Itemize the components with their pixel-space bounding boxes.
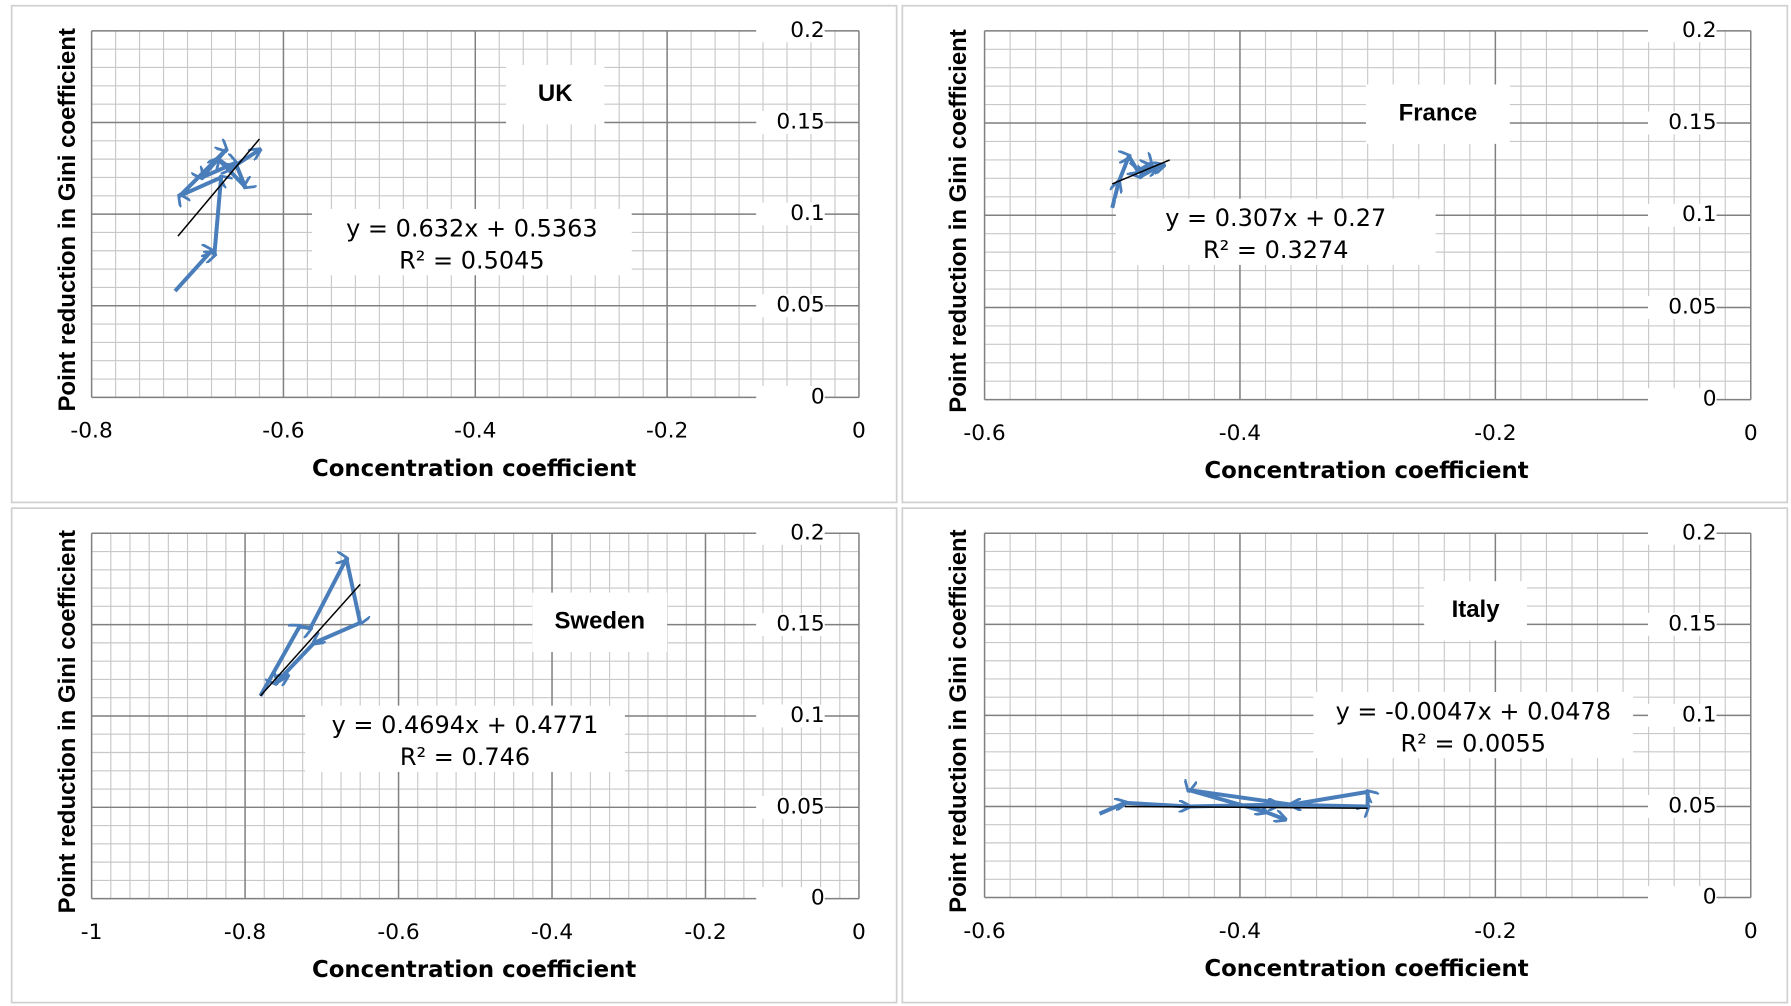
y-tick-label: 0.05	[1668, 294, 1716, 319]
x-tick-label: -0.4	[1219, 919, 1261, 944]
x-tick-label: -1	[81, 920, 103, 945]
r-squared: R² = 0.3274	[1203, 236, 1348, 264]
tick-label-bg	[756, 385, 825, 409]
y-tick-label: 0.1	[790, 201, 825, 226]
y-tick-label: 0.1	[790, 703, 825, 728]
tick-label-bg	[756, 613, 825, 637]
tick-label-bg	[756, 294, 825, 318]
y-tick-label: 0	[811, 886, 825, 911]
x-axis-label: Concentration coefficient	[312, 957, 636, 983]
trend-equation: y = -0.0047x + 0.0478	[1336, 698, 1611, 726]
tick-label-bg	[1648, 795, 1717, 818]
x-tick-label: -0.4	[454, 419, 496, 444]
x-tick-label: -0.4	[1219, 421, 1261, 446]
trendline	[259, 583, 361, 697]
tick-label-bg	[756, 19, 825, 43]
x-tick-label: -0.6	[262, 419, 304, 444]
x-tick-label: -0.2	[1474, 919, 1516, 944]
r-squared: R² = 0.5045	[399, 246, 544, 274]
equation-bg	[1115, 198, 1436, 265]
trendline	[1111, 159, 1171, 185]
x-axis-label: Concentration coefficient	[312, 456, 636, 482]
x-tick-label: -0.4	[531, 920, 573, 945]
tick-label-bg	[756, 795, 825, 819]
tick-label-bg	[756, 704, 825, 728]
equation-bg	[1313, 691, 1634, 759]
x-tick-label: -0.2	[646, 419, 688, 444]
trend-equation: y = 0.307x + 0.27	[1165, 204, 1386, 232]
tick-label-bg	[1648, 111, 1717, 135]
y-axis-label: Point reduction in Gini coefficient	[54, 28, 81, 412]
x-tick-label: -0.2	[684, 920, 726, 945]
x-tick-label: -0.2	[1474, 421, 1516, 446]
x-tick-label: -0.6	[963, 919, 1005, 944]
r-squared: R² = 0.0055	[1401, 730, 1546, 758]
y-axis-label: Point reduction in Gini coefficient	[945, 529, 972, 913]
chart-title: Sweden	[554, 608, 645, 635]
trendline	[177, 138, 261, 237]
y-tick-label: 0	[811, 384, 825, 409]
r-squared: R² = 0.746	[400, 743, 530, 771]
tick-label-bg	[1648, 388, 1717, 412]
data-line	[1112, 156, 1163, 209]
title-bg	[532, 592, 668, 653]
title-bg	[1424, 581, 1527, 641]
tick-label-bg	[756, 202, 825, 226]
y-tick-label: 0	[1703, 885, 1717, 910]
title-bg	[1365, 84, 1510, 144]
x-tick-label: 0	[1744, 421, 1758, 446]
x-tick-label: 0	[852, 419, 866, 444]
x-tick-label: -0.6	[377, 920, 419, 945]
x-tick-label: -0.8	[70, 419, 112, 444]
title-bg	[506, 65, 605, 125]
y-tick-label: 0.2	[1682, 520, 1717, 545]
data-line	[173, 150, 259, 293]
x-tick-label: -0.8	[224, 920, 266, 945]
y-tick-label: 0.2	[1682, 18, 1717, 43]
tick-label-bg	[1648, 296, 1717, 319]
tick-label-bg	[756, 521, 825, 545]
x-axis-label: Concentration coefficient	[1204, 458, 1528, 484]
y-tick-label: 0.1	[1682, 202, 1717, 227]
y-axis-label: Point reduction in Gini coefficient	[945, 29, 972, 413]
data-line	[258, 559, 360, 697]
chart-title: Italy	[1452, 596, 1501, 623]
tick-label-bg	[1648, 521, 1717, 545]
y-tick-label: 0.1	[1682, 702, 1717, 727]
tick-label-bg	[1648, 703, 1717, 727]
x-tick-label: 0	[852, 920, 866, 945]
tick-label-bg	[756, 887, 825, 911]
tick-label-bg	[1648, 886, 1717, 909]
x-tick-label: -0.6	[963, 421, 1005, 446]
tick-label-bg	[1648, 203, 1717, 227]
trend-equation: y = 0.632x + 0.5363	[346, 215, 597, 243]
data-line	[1098, 790, 1367, 819]
y-axis-label: Point reduction in Gini coefficient	[54, 530, 81, 914]
tick-label-bg	[756, 111, 825, 134]
y-tick-label: 0	[1703, 387, 1717, 412]
trend-equation: y = 0.4694x + 0.4771	[332, 711, 599, 739]
y-tick-label: 0.2	[790, 18, 825, 43]
y-tick-label: 0.05	[1668, 793, 1716, 818]
equation-bg	[311, 208, 632, 276]
y-tick-label: 0.15	[776, 109, 824, 134]
y-tick-label: 0.05	[776, 794, 824, 819]
tick-label-bg	[1648, 612, 1717, 636]
equation-bg	[305, 705, 625, 772]
y-tick-label: 0.15	[776, 612, 824, 637]
y-tick-label: 0.2	[790, 520, 825, 545]
tick-label-bg	[1648, 19, 1717, 43]
y-tick-label: 0.15	[1668, 110, 1716, 135]
y-tick-label: 0.15	[1668, 611, 1716, 636]
chart-title: France	[1399, 100, 1478, 127]
x-axis-label: Concentration coefficient	[1204, 956, 1528, 982]
x-tick-label: 0	[1744, 919, 1758, 944]
chart-title: UK	[538, 80, 573, 107]
trendline	[1125, 805, 1368, 810]
y-tick-label: 0.05	[776, 293, 824, 318]
